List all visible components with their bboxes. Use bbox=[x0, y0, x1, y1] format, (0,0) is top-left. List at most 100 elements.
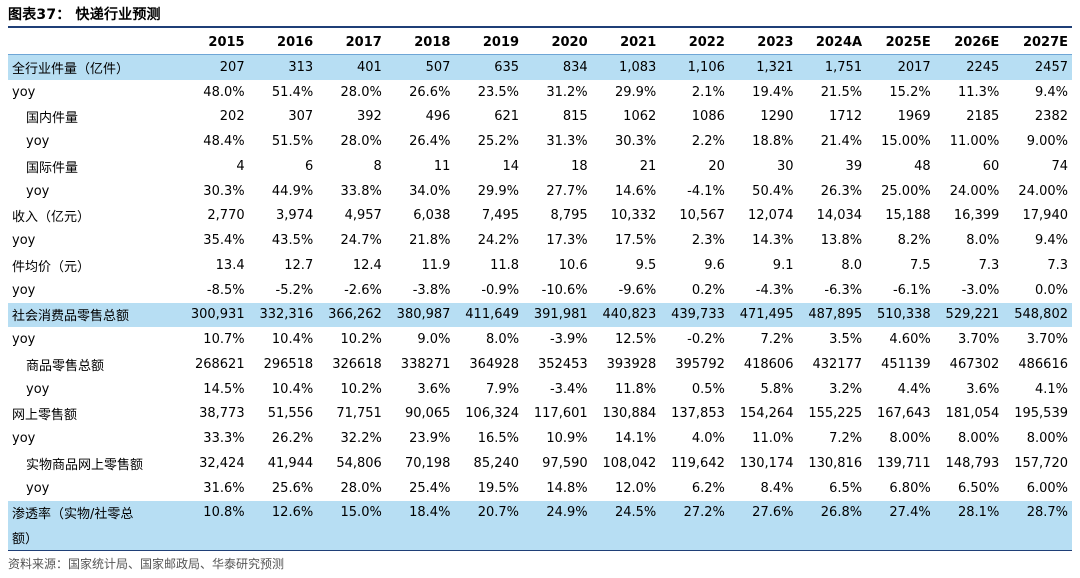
table-cell: 1062 bbox=[623, 109, 657, 125]
table-cell: 12.0% bbox=[614, 480, 657, 496]
table-cell: 18.8% bbox=[752, 134, 794, 150]
empty-cell bbox=[180, 525, 249, 550]
table-cell: 108,042 bbox=[602, 455, 657, 471]
table-cell: 10.8% bbox=[180, 500, 249, 526]
table-cell: 7.2% bbox=[829, 431, 863, 447]
table-cell: 332,316 bbox=[248, 302, 318, 328]
table-cell: 30 bbox=[776, 158, 794, 174]
table-cell: -10.6% bbox=[541, 282, 588, 298]
table-cell: 4.4% bbox=[897, 381, 931, 397]
row-label: 渗透率（实物/社零总 bbox=[8, 500, 180, 526]
table-cell: 139,711 bbox=[876, 455, 931, 471]
table-cell: 13.8% bbox=[820, 233, 863, 249]
table-cell: 5.8% bbox=[760, 381, 794, 397]
table-cell: 17,940 bbox=[1022, 208, 1069, 224]
table-cell: -3.9% bbox=[549, 332, 588, 348]
table-cell: 621 bbox=[494, 109, 520, 125]
table-cell: 364928 bbox=[469, 356, 520, 372]
table-cell: 401 bbox=[317, 54, 386, 80]
table-cell: -2.6% bbox=[344, 282, 382, 298]
table-cell: 25.6% bbox=[271, 480, 314, 496]
table-cell: 26.2% bbox=[271, 431, 314, 447]
table-cell: -6.3% bbox=[824, 282, 863, 298]
table-cell: 10.7% bbox=[203, 332, 245, 348]
table-cell: 467302 bbox=[949, 356, 1000, 372]
table-cell: 487,895 bbox=[797, 302, 867, 328]
table-cell: 14.8% bbox=[546, 480, 588, 496]
table-cell: 74 bbox=[1051, 158, 1068, 174]
table-cell: 30.3% bbox=[203, 183, 245, 199]
table-cell: 14 bbox=[502, 158, 520, 174]
table-cell: 7.2% bbox=[760, 332, 794, 348]
table-cell: 10.2% bbox=[340, 332, 382, 348]
table-cell: 85,240 bbox=[473, 455, 520, 471]
table-cell: 10.9% bbox=[546, 431, 588, 447]
table-cell: 33.8% bbox=[340, 183, 382, 199]
table-cell: 8.2% bbox=[897, 233, 931, 249]
table-cell: 29.9% bbox=[477, 183, 520, 199]
table-cell: 43.5% bbox=[271, 233, 314, 249]
table-cell: 27.2% bbox=[660, 500, 729, 526]
row-label-continuation: 额） bbox=[8, 525, 180, 550]
year-header: 2019 bbox=[454, 30, 524, 55]
table-cell: 25.2% bbox=[477, 134, 520, 150]
table-cell: 19.4% bbox=[752, 84, 794, 100]
table-cell: 51,556 bbox=[267, 406, 314, 422]
table-cell: 97,590 bbox=[542, 455, 588, 471]
table-cell: 313 bbox=[248, 54, 318, 80]
table-cell: 7.3 bbox=[1047, 257, 1068, 273]
table-cell: 18.4% bbox=[385, 500, 455, 526]
table-cell: 8.4% bbox=[760, 480, 794, 496]
table-cell: 3.2% bbox=[829, 381, 863, 397]
table-cell: 1,106 bbox=[660, 54, 729, 80]
table-cell: 17.3% bbox=[546, 233, 588, 249]
table-cell: 507 bbox=[385, 54, 455, 80]
row-label: 社会消费品零售总额 bbox=[8, 302, 180, 328]
table-row: yoy 48.0% 51.4% 28.0% 26.6% 23.5% 31.2% 29.9% 2.… bbox=[8, 80, 1072, 105]
row-label: 全行业件量（亿件） bbox=[8, 54, 180, 80]
table-cell: 13.4 bbox=[215, 257, 245, 273]
table-cell: 21 bbox=[639, 158, 657, 174]
table-cell: 167,643 bbox=[876, 406, 931, 422]
table-cell: 6.00% bbox=[1026, 480, 1068, 496]
table-cell: 1,083 bbox=[591, 54, 661, 80]
table-cell: 18 bbox=[571, 158, 588, 174]
table-cell: 7.3 bbox=[978, 257, 1000, 273]
table-cell: -4.3% bbox=[755, 282, 794, 298]
table-row: yoy 48.4% 51.5% 28.0% 26.4% 25.2% 31.3% 30.3% 2.… bbox=[8, 129, 1072, 154]
table-cell: 6.50% bbox=[958, 480, 1000, 496]
table-cell: 471,495 bbox=[728, 302, 798, 328]
table-row: yoy 33.3% 26.2% 32.2% 23.9% 16.5% 10.9% 14.1% 4.… bbox=[8, 426, 1072, 451]
table-cell: 32,424 bbox=[199, 455, 245, 471]
table-cell: 27.7% bbox=[546, 183, 588, 199]
table-cell: 834 bbox=[523, 54, 592, 80]
forecast-table: 2015 2016 2017 2018 2019 2020 2021 2022 2023 2024… bbox=[8, 30, 1072, 550]
table-row: 国际件量 4 6 8 11 14 18 21 20 30 39 48 60 74 bbox=[8, 154, 1072, 179]
empty-cell bbox=[866, 525, 935, 550]
table-row: 社会消费品零售总额 300,931 332,316 366,262 380,987 411… bbox=[8, 302, 1072, 328]
table-cell: 195,539 bbox=[1014, 406, 1068, 422]
table-cell: 1086 bbox=[691, 109, 725, 125]
empty-cell bbox=[317, 525, 386, 550]
table-cell: 439,733 bbox=[660, 302, 729, 328]
table-cell: 10.4% bbox=[271, 332, 314, 348]
table-cell: 296518 bbox=[263, 356, 314, 372]
table-row: yoy 10.7% 10.4% 10.2% 9.0% 8.0% -3.9% 12.5% -0.2… bbox=[8, 327, 1072, 352]
table-cell: 440,823 bbox=[591, 302, 661, 328]
table-cell: 0.5% bbox=[691, 381, 725, 397]
row-label: 件均价（元） bbox=[12, 259, 91, 275]
table-cell: 38,773 bbox=[199, 406, 245, 422]
table-cell: 548,802 bbox=[1003, 302, 1072, 328]
table-cell: 19.5% bbox=[477, 480, 520, 496]
table-cell: 6.5% bbox=[829, 480, 863, 496]
table-cell: 14.3% bbox=[752, 233, 794, 249]
table-cell: 48.4% bbox=[203, 134, 245, 150]
table-row: yoy 30.3% 44.9% 33.8% 34.0% 29.9% 27.7% 14.6% -4… bbox=[8, 179, 1072, 204]
table-cell: 157,720 bbox=[1014, 455, 1068, 471]
table-row: yoy 14.5% 10.4% 10.2% 3.6% 7.9% -3.4% 11.8% 0.5%… bbox=[8, 377, 1072, 402]
table-cell: 4,957 bbox=[344, 208, 382, 224]
empty-cell bbox=[660, 525, 729, 550]
table-cell: 31.3% bbox=[546, 134, 588, 150]
row-label: 实物商品网上零售额 bbox=[26, 457, 144, 473]
table-cell: 7,495 bbox=[481, 208, 520, 224]
